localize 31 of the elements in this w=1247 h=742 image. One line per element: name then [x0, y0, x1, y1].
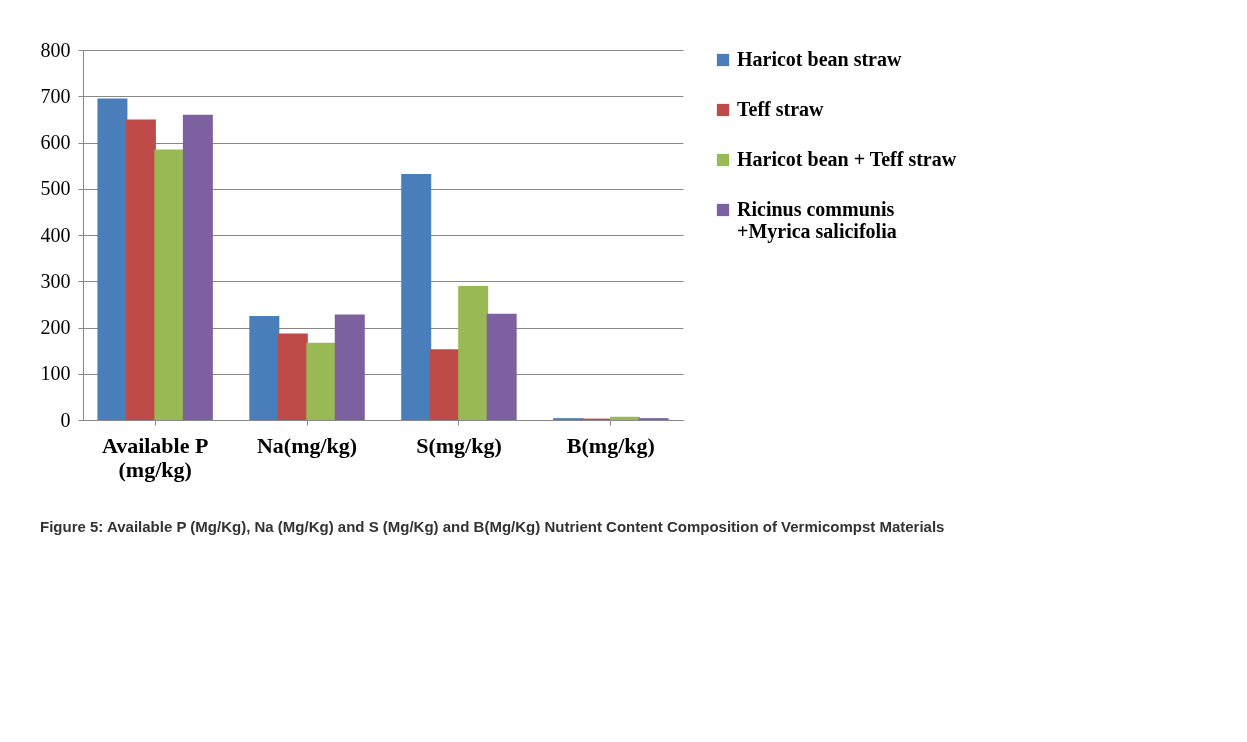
y-tick-label: 300 [40, 269, 71, 292]
bar [182, 114, 213, 420]
bar [97, 98, 128, 420]
y-tick-label: 0 [60, 408, 71, 431]
x-tick-label: S(mg/kg) [416, 432, 502, 458]
x-tick-label: B(mg/kg) [566, 432, 655, 458]
bar [429, 349, 460, 420]
bar [458, 285, 489, 420]
bar [486, 313, 517, 420]
bar [610, 416, 641, 420]
y-tick-label: 200 [40, 316, 71, 338]
legend-label: Haricot bean + Teff straw [737, 148, 957, 170]
legend-label: Teff straw [737, 98, 825, 120]
y-tick-label: 400 [40, 223, 71, 246]
y-tick-label: 500 [40, 177, 71, 200]
bar [401, 173, 432, 420]
y-tick-label: 100 [40, 362, 71, 385]
legend-label: Ricinus communis +Myrica salicifolia [737, 198, 897, 243]
bar [277, 333, 308, 420]
bar [334, 314, 365, 420]
y-tick-label: 800 [40, 38, 71, 61]
x-tick-label: Available P (mg/kg) [101, 432, 209, 482]
bar [154, 149, 185, 420]
y-tick-label: 700 [40, 84, 71, 107]
x-tick-label: Na(mg/kg) [256, 432, 358, 458]
caption: Figure 5: Available P (Mg/Kg), Na (Mg/Kg) and S (Mg/Kg) and B(Mg/Kg) Nutrient Content Composition of Vermicompst Materials [40, 518, 945, 535]
bar [306, 342, 337, 420]
legend-label: Haricot bean straw [737, 48, 902, 70]
bar [249, 315, 280, 420]
y-tick-label: 600 [40, 131, 71, 153]
bar [125, 119, 156, 420]
